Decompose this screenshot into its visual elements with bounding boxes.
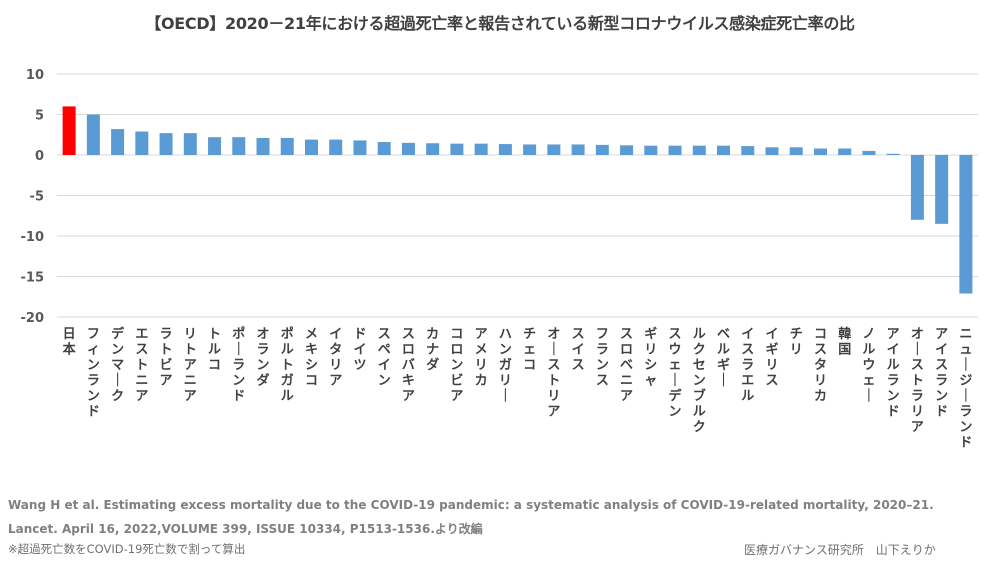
bar-6 — [183, 133, 197, 155]
y-tick-label: 5 — [35, 109, 44, 124]
bar-21 — [547, 144, 561, 155]
y-tick-label: -20 — [21, 311, 45, 326]
bar-20 — [523, 144, 537, 155]
bar-9 — [256, 137, 270, 155]
bar-33 — [838, 148, 852, 155]
x-tick-label: アイスランド — [935, 327, 948, 420]
x-tick-label: 韓国 — [838, 326, 851, 358]
bar-35 — [886, 153, 900, 155]
citation-line-1: Wang H et al. Estimating excess mortalit… — [8, 498, 934, 512]
chart-title: 【OECD】2020－21年における超過死亡率と報告されている新型コロナウイルス… — [145, 14, 855, 33]
bars — [62, 106, 973, 294]
x-tick-label: オ｜ストラリア — [911, 327, 924, 435]
x-tick-label: オ｜ストリア — [547, 327, 560, 420]
x-tick-label: スウェ｜デン — [669, 327, 683, 420]
bar-38 — [959, 155, 973, 294]
x-tick-label: ドイツ — [353, 327, 366, 373]
y-tick-label: 0 — [35, 149, 44, 164]
bar-23 — [595, 144, 609, 155]
bar-16 — [426, 143, 440, 155]
bar-8 — [232, 137, 246, 155]
x-tick-label: ポルトガル — [281, 326, 294, 404]
bar-12 — [329, 139, 343, 155]
bar-11 — [304, 139, 318, 155]
bar-37 — [935, 155, 949, 224]
y-tick-label: -15 — [21, 271, 45, 286]
bar-13 — [353, 140, 367, 155]
x-tick-label: ハンガリ｜ — [499, 327, 512, 404]
bar-28 — [717, 145, 731, 155]
calculation-note: ※超過死亡数をCOVID-19死亡数で割って算出 — [8, 542, 246, 556]
x-tick-label: トルコ — [208, 327, 221, 373]
x-tick-label: メキシコ — [305, 327, 318, 389]
x-tick-label: ベルギ｜ — [717, 327, 730, 389]
bar-1 — [62, 106, 76, 155]
bar-30 — [765, 147, 779, 155]
bar-24 — [620, 145, 634, 155]
x-tick-label: コロンビア — [450, 327, 463, 404]
x-tick-label: オランダ — [257, 327, 270, 389]
x-tick-label: ポ｜ランド — [232, 326, 245, 404]
gridlines — [57, 73, 978, 318]
y-tick-label: -10 — [21, 230, 45, 245]
x-tick-label: コスタリカ — [814, 327, 827, 404]
bar-32 — [813, 148, 827, 155]
x-tick-label: チリ — [790, 327, 803, 358]
bar-14 — [377, 142, 391, 155]
x-tick-label: スイス — [572, 327, 585, 373]
x-tick-label: スペイン — [378, 327, 391, 389]
x-tick-label: チェコ — [523, 327, 536, 373]
bar-19 — [498, 144, 512, 155]
x-tick-label: リトアニア — [184, 327, 197, 404]
x-tick-label: イスラエル — [741, 327, 754, 404]
x-tick-label: フランス — [596, 327, 609, 389]
bar-22 — [571, 144, 585, 155]
author-credit: 医療ガバナンス研究所 山下えりか — [744, 543, 936, 557]
x-tick-label: ギリシャ — [644, 326, 657, 389]
x-tick-label: ニュ｜ジ｜ランド — [959, 327, 972, 451]
x-tick-label: ノルウェ｜ — [862, 327, 875, 404]
x-tick-label: ルクセンブルク — [693, 327, 706, 435]
citation-line-2: Lancet. April 16, 2022,VOLUME 399, ISSUE… — [8, 522, 483, 536]
x-tick-label: 日本 — [63, 327, 76, 358]
bar-2 — [86, 114, 100, 155]
bar-31 — [789, 147, 803, 155]
bar-36 — [910, 155, 924, 220]
bar-34 — [862, 150, 876, 155]
bar-5 — [159, 133, 173, 155]
x-tick-label: フィンランド — [87, 327, 100, 420]
y-tick-label: 10 — [26, 68, 44, 83]
x-tick-label: スロバキア — [402, 327, 415, 404]
y-axis-ticks: 10 5 0 -5 -10 -15 -20 — [21, 68, 45, 326]
x-tick-label: エストニア — [135, 327, 148, 404]
bar-26 — [668, 145, 682, 155]
x-axis-labels: 日本フィンランドデンマ｜クエストニアラトビアリトアニアトルコポ｜ランドオランダポ… — [63, 326, 973, 451]
bar-10 — [280, 137, 294, 155]
x-tick-label: イタリア — [329, 327, 342, 389]
bar-chart: 10 5 0 -5 -10 -15 -20 日本フィンランドデンマ｜クエストニアラトビアリト… — [21, 68, 978, 451]
x-tick-label: イギリス — [765, 327, 778, 389]
bar-15 — [401, 142, 415, 155]
bar-7 — [208, 137, 222, 155]
bar-29 — [741, 146, 755, 155]
x-tick-label: カナダ — [426, 327, 439, 373]
bar-25 — [644, 145, 658, 155]
bar-4 — [135, 131, 149, 155]
bar-27 — [692, 145, 706, 155]
x-tick-label: ラトビア — [160, 327, 173, 389]
x-tick-label: アイルランド — [887, 327, 900, 420]
bar-17 — [450, 143, 464, 155]
y-tick-label: -5 — [30, 190, 44, 205]
bar-3 — [111, 129, 125, 155]
x-tick-label: アメリカ — [475, 327, 488, 389]
bar-18 — [474, 143, 488, 155]
x-tick-label: スロベニア — [620, 327, 633, 404]
x-tick-label: デンマ｜ク — [111, 326, 125, 404]
